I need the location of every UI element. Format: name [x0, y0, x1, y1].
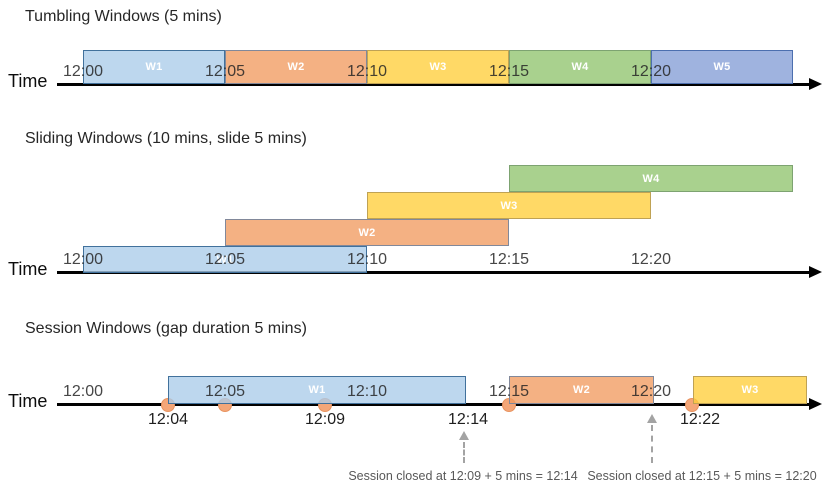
- window-tumbling-w4: W4: [509, 50, 651, 84]
- tick-label-session-12:15: 12:15: [488, 383, 530, 400]
- tick-label-sliding-12:20: 12:20: [630, 251, 672, 268]
- window-sliding-w3: W3: [367, 192, 651, 219]
- event-time-label-12:04: 12:04: [147, 411, 189, 428]
- window-session-w3: W3: [693, 376, 807, 404]
- arrow-dashed-shaft: [651, 425, 653, 463]
- window-tumbling-w1: W1: [83, 50, 225, 84]
- window-label-w1: W1: [216, 253, 234, 266]
- tick-label-session-12:20: 12:20: [630, 383, 672, 400]
- tumbling-time-axis-label: Time: [8, 71, 48, 91]
- session-time-axis-label: Time: [8, 391, 48, 411]
- tick-label-tumbling-12:10: 12:10: [346, 63, 388, 80]
- tick-label-session-12:10: 12:10: [346, 383, 388, 400]
- tick-label-sliding-12:05: 12:05: [204, 251, 246, 268]
- tumbling-time-axis-line: [57, 83, 813, 86]
- tick-label-sliding-12:10: 12:10: [346, 251, 388, 268]
- window-label-w2: W2: [358, 226, 376, 239]
- tick-label-tumbling-12:20: 12:20: [630, 63, 672, 80]
- window-tumbling-w5: W5: [651, 50, 793, 84]
- tick-label-sliding-12:15: 12:15: [488, 251, 530, 268]
- tumbling-section-title: Tumbling Windows (5 mins): [25, 8, 222, 25]
- window-label-w1: W1: [308, 384, 326, 396]
- tick-label-session-12:00: 12:00: [62, 383, 104, 400]
- session-section-title: Session Windows (gap duration 5 mins): [25, 320, 307, 337]
- window-label-w5: W5: [713, 61, 731, 73]
- window-tumbling-w3: W3: [367, 50, 509, 84]
- session-closed-arrow-icon-1: [458, 431, 470, 463]
- window-sliding-w2: W2: [225, 219, 509, 246]
- window-label-w3: W3: [500, 199, 518, 212]
- tick-label-tumbling-12:15: 12:15: [488, 63, 530, 80]
- event-time-label-12:22: 12:22: [679, 411, 721, 428]
- arrow-up-head-icon: [459, 431, 469, 440]
- tumbling-time-axis-arrowhead-icon: [809, 78, 822, 90]
- event-time-label-12:09: 12:09: [304, 411, 346, 428]
- session-time-axis-arrowhead-icon: [809, 398, 822, 410]
- tick-label-sliding-12:00: 12:00: [62, 251, 104, 268]
- session-time-axis-line: [57, 403, 813, 406]
- window-label-w2: W2: [572, 384, 591, 396]
- sliding-time-axis-line: [57, 271, 813, 274]
- tick-label-tumbling-12:00: 12:00: [62, 63, 104, 80]
- window-label-w4: W4: [642, 172, 660, 185]
- arrow-dashed-shaft: [463, 442, 465, 463]
- sliding-section-title: Sliding Windows (10 mins, slide 5 mins): [25, 130, 307, 147]
- window-session-w2: W2: [509, 376, 654, 404]
- window-label-w3: W3: [429, 61, 447, 73]
- arrow-up-head-icon: [647, 414, 657, 423]
- session-closed-annotation-2: Session closed at 12:15 + 5 mins = 12:20: [587, 469, 817, 483]
- sliding-time-axis-arrowhead-icon: [809, 266, 822, 278]
- event-time-label-12:14: 12:14: [447, 411, 489, 428]
- window-tumbling-w2: W2: [225, 50, 367, 84]
- window-session-w1: W1: [168, 376, 466, 404]
- window-label-w4: W4: [571, 61, 589, 73]
- window-label-w2: W2: [287, 61, 305, 73]
- tick-label-session-12:05: 12:05: [204, 383, 246, 400]
- window-sliding-w1: W1: [83, 246, 367, 273]
- tick-label-tumbling-12:05: 12:05: [204, 63, 246, 80]
- window-label-w1: W1: [145, 61, 163, 73]
- sliding-time-axis-label: Time: [8, 259, 48, 279]
- session-closed-arrow-icon-2: [646, 414, 658, 463]
- window-sliding-w4: W4: [509, 165, 793, 192]
- session-closed-annotation-1: Session closed at 12:09 + 5 mins = 12:14: [348, 469, 578, 483]
- window-label-w3: W3: [741, 384, 759, 396]
